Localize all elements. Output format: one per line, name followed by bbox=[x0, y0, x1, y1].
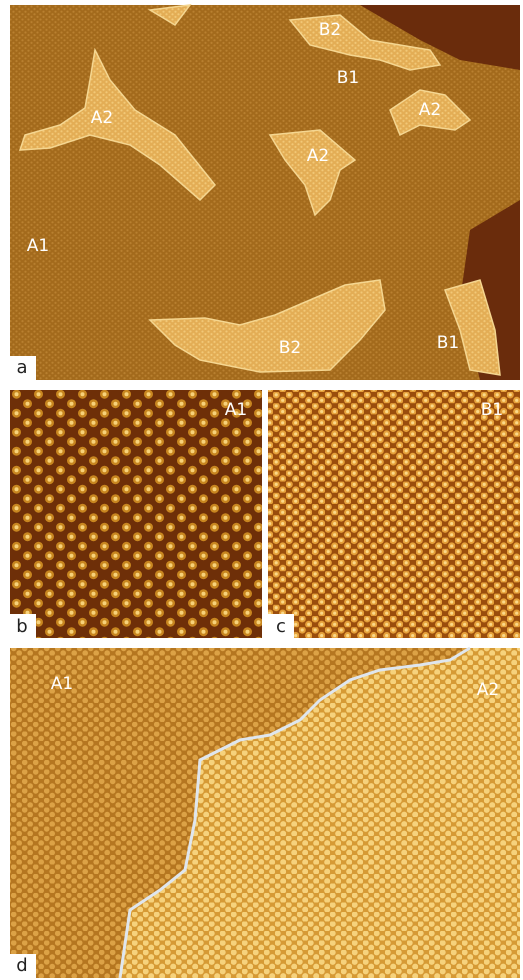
region-label: A1 bbox=[27, 236, 49, 256]
panel-c: B1 c bbox=[268, 390, 520, 638]
region-label: B1 bbox=[337, 68, 359, 88]
figure: B2 B1 A2 A2 A2 A1 B2 B1 a A1 b B1 c A1 A… bbox=[0, 0, 523, 980]
panel-label: c bbox=[276, 616, 286, 637]
region-label: A2 bbox=[477, 680, 499, 700]
stm-image bbox=[10, 390, 262, 638]
panel-label: a bbox=[16, 357, 27, 378]
region-label: A2 bbox=[91, 108, 113, 128]
region-label: B1 bbox=[437, 333, 459, 353]
panel-d: A1 A2 d bbox=[10, 648, 520, 978]
region-label: B2 bbox=[279, 338, 301, 358]
panel-b: A1 b bbox=[10, 390, 262, 638]
panel-a: B2 B1 A2 A2 A2 A1 B2 B1 a bbox=[10, 5, 520, 380]
region-label: B1 bbox=[481, 400, 503, 420]
panel-label: b bbox=[16, 616, 27, 637]
region-label: A1 bbox=[225, 400, 247, 420]
region-label: B2 bbox=[319, 20, 341, 40]
region-label: A1 bbox=[51, 674, 73, 694]
stm-image bbox=[268, 390, 520, 638]
region-label: A2 bbox=[419, 100, 441, 120]
panel-label: d bbox=[16, 955, 27, 976]
region-label: A2 bbox=[307, 146, 329, 166]
